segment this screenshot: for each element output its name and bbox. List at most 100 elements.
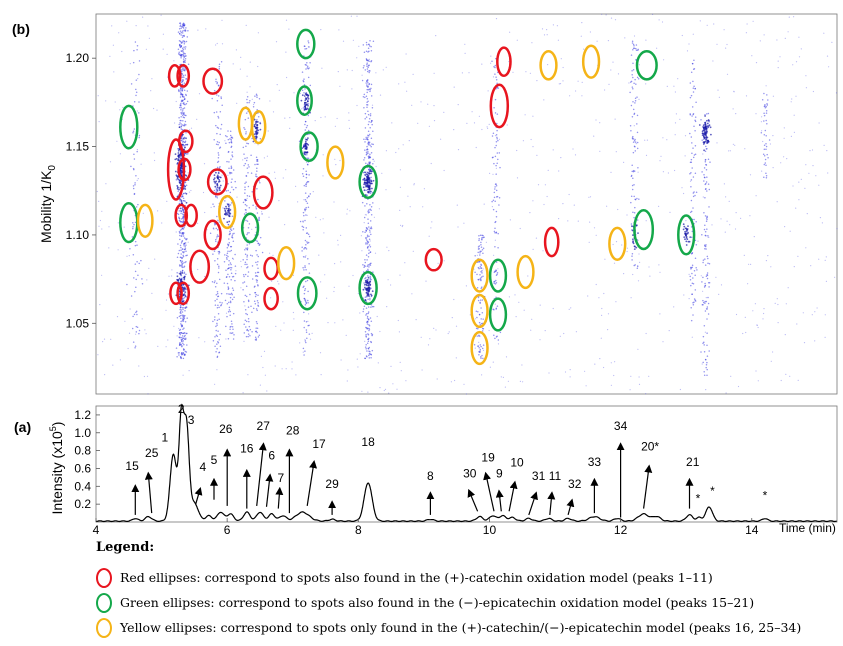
peak-label: 2 (178, 402, 185, 416)
signal-dot (567, 220, 569, 222)
signal-dot (481, 239, 483, 241)
signal-dot (366, 106, 368, 108)
signal-dot (131, 327, 134, 330)
signal-dot (494, 245, 496, 248)
signal-dot (185, 153, 188, 155)
signal-dot (306, 151, 309, 154)
signal-dot (364, 296, 367, 298)
signal-dot (693, 85, 695, 88)
signal-dot (271, 280, 273, 282)
signal-dot (632, 101, 634, 103)
signal-dot (765, 119, 767, 122)
signal-dot (178, 106, 181, 109)
signal-dot (399, 209, 401, 211)
peak-label: 7 (278, 471, 285, 485)
signal-dot (804, 187, 806, 189)
signal-dot (135, 331, 138, 333)
signal-dot (232, 338, 235, 340)
signal-dot (216, 141, 219, 143)
signal-dot (182, 300, 184, 303)
signal-dot (305, 183, 307, 185)
signal-dot (805, 75, 807, 77)
signal-dot (256, 300, 259, 302)
signal-dot (368, 133, 371, 136)
signal-dot (704, 234, 707, 237)
signal-dot (179, 310, 182, 313)
signal-dot (633, 248, 636, 251)
signal-dot (277, 280, 279, 282)
peak-arrow (528, 491, 538, 516)
signal-dot (599, 150, 601, 152)
signal-dot (337, 244, 339, 246)
signal-dot (704, 197, 706, 199)
red-spot-ellipse (263, 286, 279, 311)
signal-dot (693, 59, 695, 62)
signal-dot (573, 204, 575, 206)
signal-dot (763, 308, 765, 310)
signal-dot (705, 163, 707, 166)
signal-dot (725, 47, 727, 49)
signal-dot (136, 260, 138, 263)
signal-dot (175, 231, 177, 233)
signal-dot (366, 182, 368, 185)
signal-dot (370, 145, 372, 148)
signal-dot (215, 187, 218, 189)
signal-dot (309, 193, 312, 195)
signal-dot (218, 67, 221, 70)
signal-dot (183, 111, 185, 114)
peak-label: 26 (219, 422, 233, 436)
signal-dot (369, 275, 371, 278)
signal-dot (694, 274, 696, 276)
signal-dot (765, 112, 768, 114)
signal-dot (747, 283, 749, 285)
signal-dot (134, 221, 137, 224)
signal-dot (366, 265, 369, 268)
signal-dot (491, 60, 493, 63)
signal-dot (145, 333, 147, 335)
signal-dot (306, 138, 309, 141)
signal-dot (146, 375, 149, 377)
signal-dot (482, 318, 484, 320)
signal-dot (703, 167, 706, 169)
signal-dot (225, 190, 228, 192)
signal-dot (132, 61, 135, 64)
signal-dot (340, 359, 342, 361)
signal-dot (230, 229, 233, 231)
signal-dot (334, 263, 336, 265)
signal-dot (412, 73, 414, 75)
signal-dot (598, 297, 600, 299)
signal-dot (283, 322, 285, 324)
signal-dot (307, 94, 310, 97)
signal-dot (176, 335, 178, 337)
signal-dot (765, 164, 767, 167)
signal-dot (631, 188, 634, 191)
signal-dot (218, 351, 220, 354)
signal-dot (369, 264, 372, 266)
signal-dot (217, 152, 220, 154)
signal-dot (547, 169, 549, 171)
signal-dot (182, 219, 185, 221)
signal-dot (304, 209, 306, 212)
signal-dot (132, 167, 135, 170)
signal-dot (254, 303, 257, 305)
peak-label: * (710, 484, 715, 498)
signal-dot (178, 277, 181, 280)
signal-dot (305, 148, 308, 151)
signal-dot (351, 69, 353, 72)
signal-dot (229, 296, 232, 299)
signal-dot (368, 357, 371, 359)
signal-dot (583, 48, 585, 50)
signal-dot (755, 62, 758, 64)
signal-dot (610, 17, 613, 19)
signal-dot (184, 29, 187, 32)
signal-dot (261, 251, 264, 254)
signal-dot (135, 278, 137, 281)
signal-dot (492, 132, 495, 134)
signal-dot (307, 257, 309, 260)
signal-dot (245, 219, 247, 222)
signal-dot (180, 357, 182, 360)
signal-dot (443, 169, 445, 172)
signal-dot (692, 192, 695, 194)
signal-dot (365, 314, 367, 316)
signal-dot (216, 282, 218, 285)
